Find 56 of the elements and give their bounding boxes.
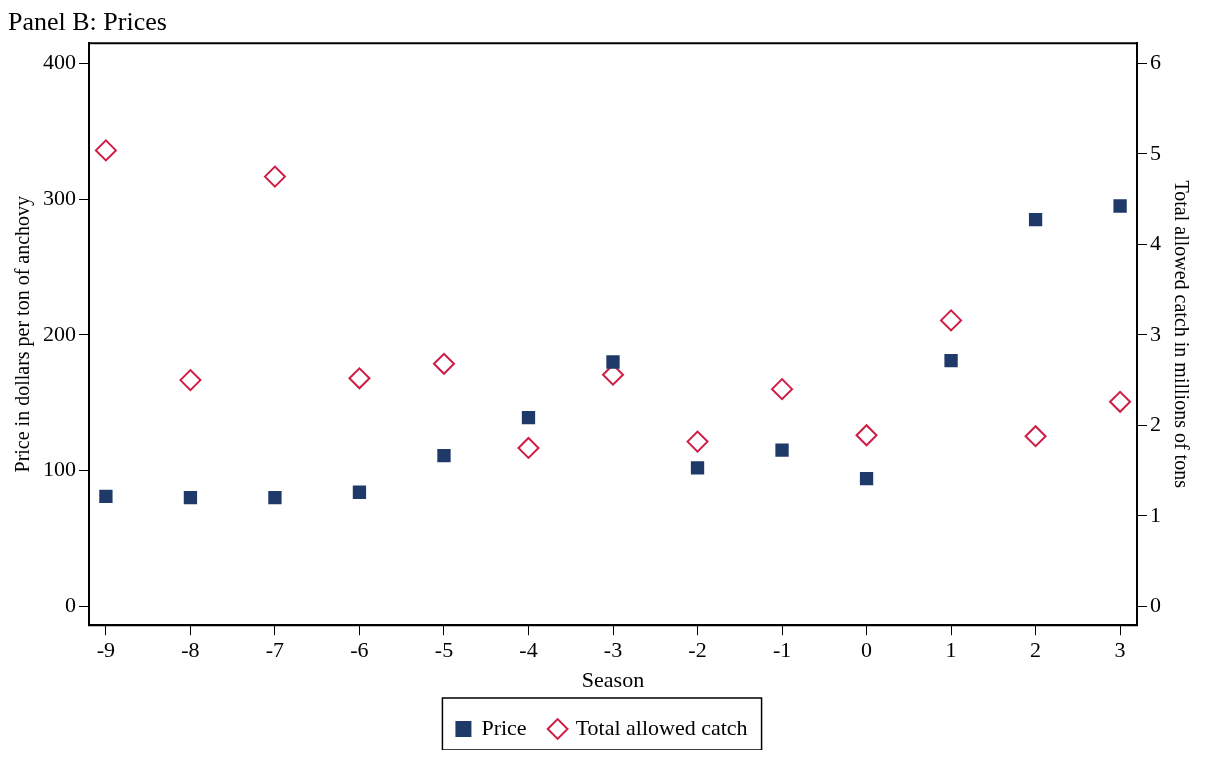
x-tick-label: -5 <box>434 637 454 663</box>
point <box>432 352 455 375</box>
point <box>1109 390 1132 413</box>
point <box>179 369 202 392</box>
point <box>940 309 963 332</box>
point <box>521 410 536 425</box>
y2-axis-title: Total allowed catch in millions of tons <box>1170 180 1193 489</box>
y-tick-label: 100 <box>43 456 76 482</box>
y2-tick-label: 0 <box>1150 591 1161 617</box>
x-tick-label: 2 <box>1030 637 1042 663</box>
point <box>437 448 451 463</box>
y2-tick-label: 4 <box>1150 230 1161 256</box>
x-tick-label: -7 <box>265 637 285 663</box>
x-tick-label: -4 <box>519 637 538 663</box>
chart-title: Panel B: Prices <box>8 7 167 37</box>
legend-label: Price <box>481 714 527 740</box>
y2-tick-label: 2 <box>1150 411 1161 437</box>
point <box>859 472 874 486</box>
y2-tick-label: 1 <box>1150 501 1161 527</box>
y-axis-title: Price in dollars per ton of anchovy <box>11 195 35 473</box>
point <box>99 489 113 503</box>
point <box>348 367 371 390</box>
x-tick-label: -8 <box>181 637 200 663</box>
x-tick-label: -9 <box>96 637 116 663</box>
y-tick-label: 0 <box>65 591 76 617</box>
point <box>1028 212 1043 227</box>
x-tick-label: -2 <box>688 637 707 663</box>
x-tick-label: -6 <box>350 637 369 663</box>
y-tick-label: 400 <box>43 49 76 75</box>
y2-tick-label: 3 <box>1150 320 1161 346</box>
point <box>352 485 367 499</box>
y-tick-label: 200 <box>43 320 76 346</box>
point <box>1024 425 1047 448</box>
point <box>775 443 789 457</box>
y-tick-label: 300 <box>43 185 76 210</box>
point <box>263 165 286 188</box>
x-tick-label: 1 <box>945 637 957 663</box>
point <box>686 430 709 453</box>
point <box>517 436 540 459</box>
x-tick-label: -1 <box>772 637 792 663</box>
x-tick-label: 0 <box>861 637 873 663</box>
x-tick-label: -3 <box>603 637 623 663</box>
point <box>1113 199 1127 213</box>
point <box>855 424 878 447</box>
x-tick-label: 3 <box>1114 637 1126 663</box>
point <box>183 491 198 505</box>
point <box>690 461 705 475</box>
x-axis-title: Season <box>581 666 645 692</box>
point <box>268 491 282 505</box>
y2-tick-label: 6 <box>1150 49 1161 75</box>
legend-label: Total allowed catch <box>575 714 748 740</box>
point <box>606 355 620 369</box>
point <box>771 378 794 401</box>
point <box>94 139 117 162</box>
point <box>944 354 958 368</box>
y2-tick-label: 5 <box>1150 139 1161 165</box>
